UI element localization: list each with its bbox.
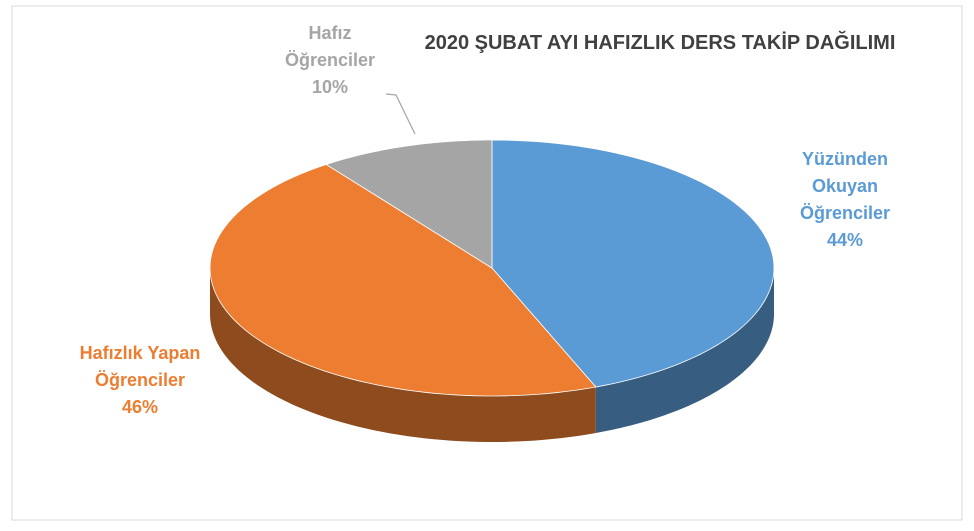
percent-label: 46% [121,397,159,417]
percent-label: 44% [826,230,864,250]
chart-title: 2020 ŞUBAT AYI HAFIZLIK DERS TAKİP DAĞIL… [424,32,896,54]
data-label: Hafızlık Yapan Öğrenciler 46% [50,340,230,421]
pie-slice [491,139,775,388]
pie [209,139,775,442]
category-label: Yüzünden Okuyan Öğrenciler [799,149,891,223]
pie-slice [325,139,493,269]
pie-side [595,268,774,434]
percent-label: 10% [311,77,349,97]
category-label: Hafız Öğrenciler [284,23,376,70]
pie-side [210,268,596,442]
leader-line [385,93,416,135]
category-label: Hafızlık Yapan Öğrenciler [79,343,201,390]
data-label: Hafız Öğrenciler 10% [270,20,390,101]
data-label: Yüzünden Okuyan Öğrenciler 44% [780,146,910,254]
pie-slice [209,164,597,397]
